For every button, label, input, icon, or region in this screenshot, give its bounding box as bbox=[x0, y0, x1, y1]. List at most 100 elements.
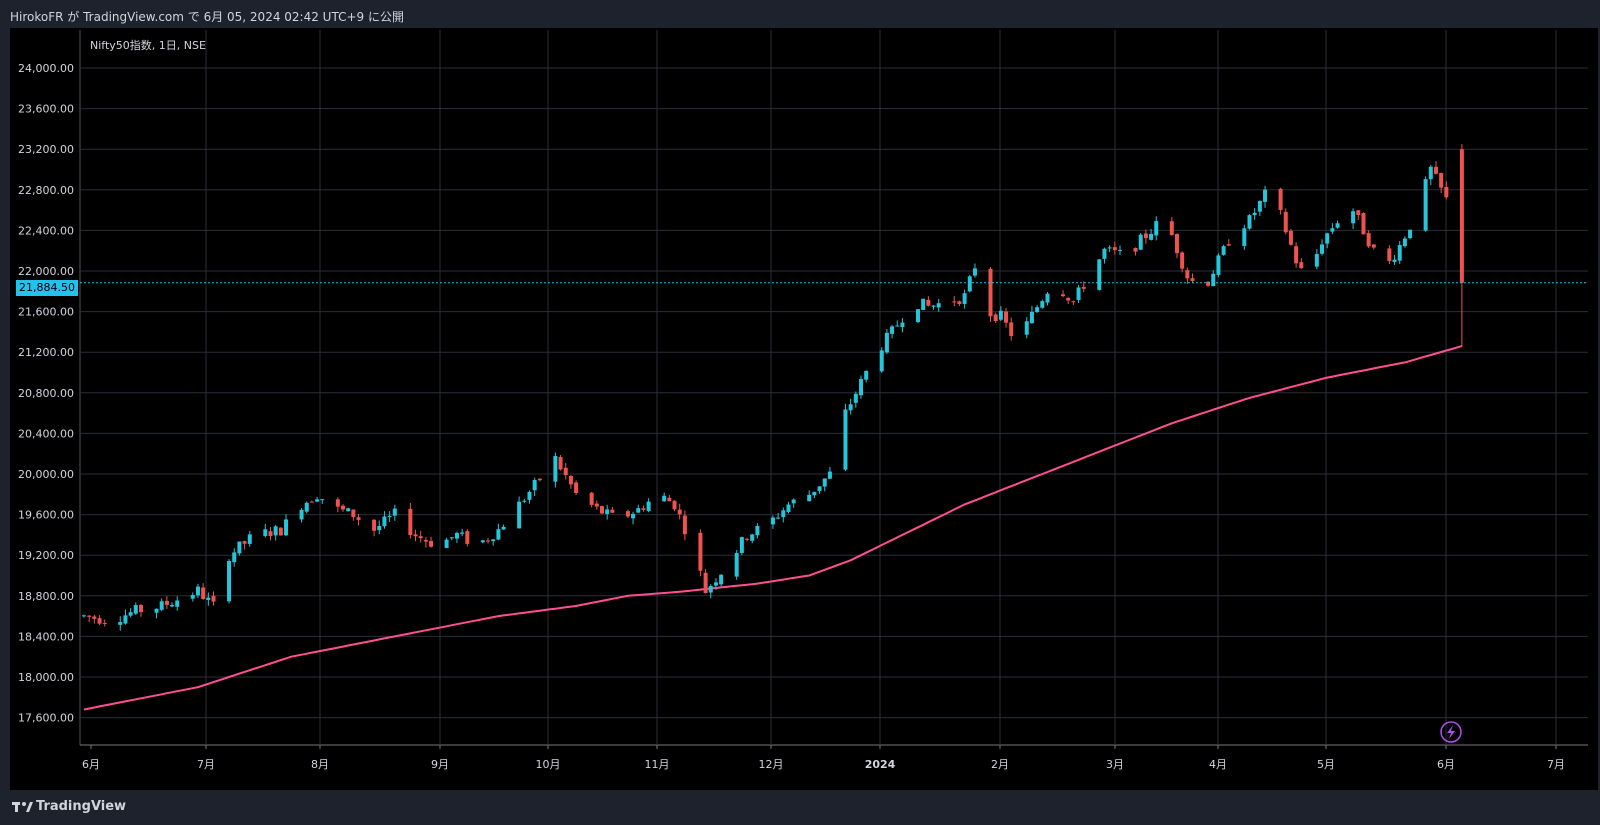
candle-body bbox=[791, 499, 796, 504]
publish-attribution: HirokoFR が TradingView.com で 6月 05, 2024… bbox=[10, 10, 404, 24]
candle-body bbox=[480, 540, 485, 543]
candle-body bbox=[553, 456, 558, 482]
y-tick-label: 22,800.00 bbox=[18, 184, 74, 197]
candle-body bbox=[211, 595, 216, 602]
candle-body bbox=[346, 508, 351, 512]
candle-body bbox=[786, 504, 791, 512]
candle-body bbox=[1242, 228, 1247, 246]
candle-body bbox=[299, 509, 304, 520]
candle-body bbox=[1247, 215, 1252, 229]
candle-body bbox=[1263, 189, 1268, 202]
candle-body bbox=[1221, 246, 1226, 255]
candle-body bbox=[1174, 234, 1179, 254]
candle-body bbox=[998, 310, 1003, 320]
candle-body bbox=[859, 379, 863, 396]
candle-body bbox=[719, 574, 724, 585]
candle-body bbox=[1294, 246, 1299, 264]
candle-body bbox=[915, 309, 920, 322]
x-tick-label: 10月 bbox=[536, 758, 561, 771]
x-tick-label: 12月 bbox=[759, 758, 784, 771]
candle-body bbox=[662, 495, 667, 502]
candle-body bbox=[1154, 221, 1159, 236]
candle-body bbox=[1143, 233, 1148, 239]
candle-body bbox=[1397, 245, 1402, 261]
candle-body bbox=[708, 585, 713, 593]
candle-body bbox=[993, 314, 998, 322]
candle-body bbox=[164, 600, 169, 605]
x-tick-label: 11月 bbox=[645, 758, 670, 771]
candle-body bbox=[750, 534, 755, 541]
candlestick-chart[interactable]: 24,000.00 23,600.00 23,200.00 22,800.00 22,4… bbox=[0, 0, 1600, 790]
y-tick-label: 19,200.00 bbox=[18, 549, 74, 562]
x-tick-label: 2月 bbox=[991, 758, 1009, 771]
candle-body bbox=[522, 500, 527, 502]
candle-body bbox=[921, 298, 926, 310]
candle-body bbox=[102, 622, 107, 624]
candle-body bbox=[1439, 172, 1444, 188]
candle-body bbox=[631, 513, 636, 519]
candle-body bbox=[320, 499, 325, 501]
candle-body bbox=[1299, 262, 1304, 269]
candle-body bbox=[1029, 311, 1034, 324]
y-tick-label: 20,800.00 bbox=[18, 387, 74, 400]
x-tick-label: 9月 bbox=[431, 758, 449, 771]
lightning-event-icon[interactable] bbox=[1440, 721, 1462, 743]
candle-body bbox=[159, 601, 164, 610]
y-tick-label: 18,400.00 bbox=[18, 630, 74, 643]
candle-body bbox=[1351, 211, 1356, 224]
candle-body bbox=[1133, 248, 1138, 252]
candle-body bbox=[1330, 228, 1335, 232]
candle-body bbox=[408, 508, 413, 535]
y-tick-label: 23,200.00 bbox=[18, 143, 74, 156]
candle-body bbox=[278, 527, 283, 536]
candle-body bbox=[1226, 244, 1231, 246]
publish-header: HirokoFR が TradingView.com で 6月 05, 2024… bbox=[0, 0, 1600, 30]
candle-body bbox=[594, 503, 599, 507]
candle-body bbox=[465, 531, 470, 544]
candle-body bbox=[563, 467, 568, 476]
candle-body bbox=[1076, 287, 1081, 300]
candle-body bbox=[1081, 286, 1086, 289]
candle-body bbox=[988, 268, 993, 317]
candle-body bbox=[1278, 188, 1283, 210]
candle-body bbox=[232, 552, 237, 563]
candle-body bbox=[1428, 166, 1433, 180]
candle-body bbox=[429, 540, 434, 547]
candle-body bbox=[900, 322, 905, 328]
candle-body bbox=[227, 560, 232, 602]
y-tick-label: 20,400.00 bbox=[18, 427, 74, 440]
candle-body bbox=[247, 534, 252, 544]
candle-body bbox=[170, 604, 175, 607]
candle-body bbox=[1387, 248, 1392, 262]
candle-body bbox=[532, 479, 537, 491]
candle-body bbox=[926, 299, 931, 306]
candle-body bbox=[335, 499, 340, 507]
candle-body bbox=[486, 540, 491, 542]
candle-body bbox=[1283, 211, 1288, 233]
candle-body bbox=[755, 525, 760, 536]
x-tick-label: 4月 bbox=[1209, 758, 1227, 771]
candle-body bbox=[1138, 234, 1143, 250]
footer: TradingView bbox=[0, 790, 1600, 825]
candle-body bbox=[739, 537, 744, 553]
candle-body bbox=[1149, 233, 1154, 240]
candle-body bbox=[1206, 281, 1211, 286]
candle-body bbox=[454, 532, 459, 539]
candle-body bbox=[356, 517, 361, 520]
candle-body bbox=[558, 456, 563, 470]
candle-body bbox=[589, 492, 594, 505]
candle-body bbox=[884, 332, 889, 353]
last-price-tag: 21,884.50 bbox=[16, 280, 78, 296]
x-tick-label: 6月 bbox=[1437, 758, 1455, 771]
candle-body bbox=[936, 303, 941, 308]
candle-body bbox=[1423, 179, 1428, 231]
footer-brand: TradingView bbox=[36, 799, 127, 814]
candle-body bbox=[817, 486, 822, 491]
candle-body bbox=[87, 615, 92, 617]
candle-body bbox=[962, 293, 967, 304]
candle-body bbox=[1211, 273, 1216, 287]
candle-body bbox=[1040, 301, 1045, 308]
candle-body bbox=[263, 529, 268, 536]
candle-body bbox=[1009, 322, 1014, 337]
candle-body bbox=[1257, 200, 1262, 212]
